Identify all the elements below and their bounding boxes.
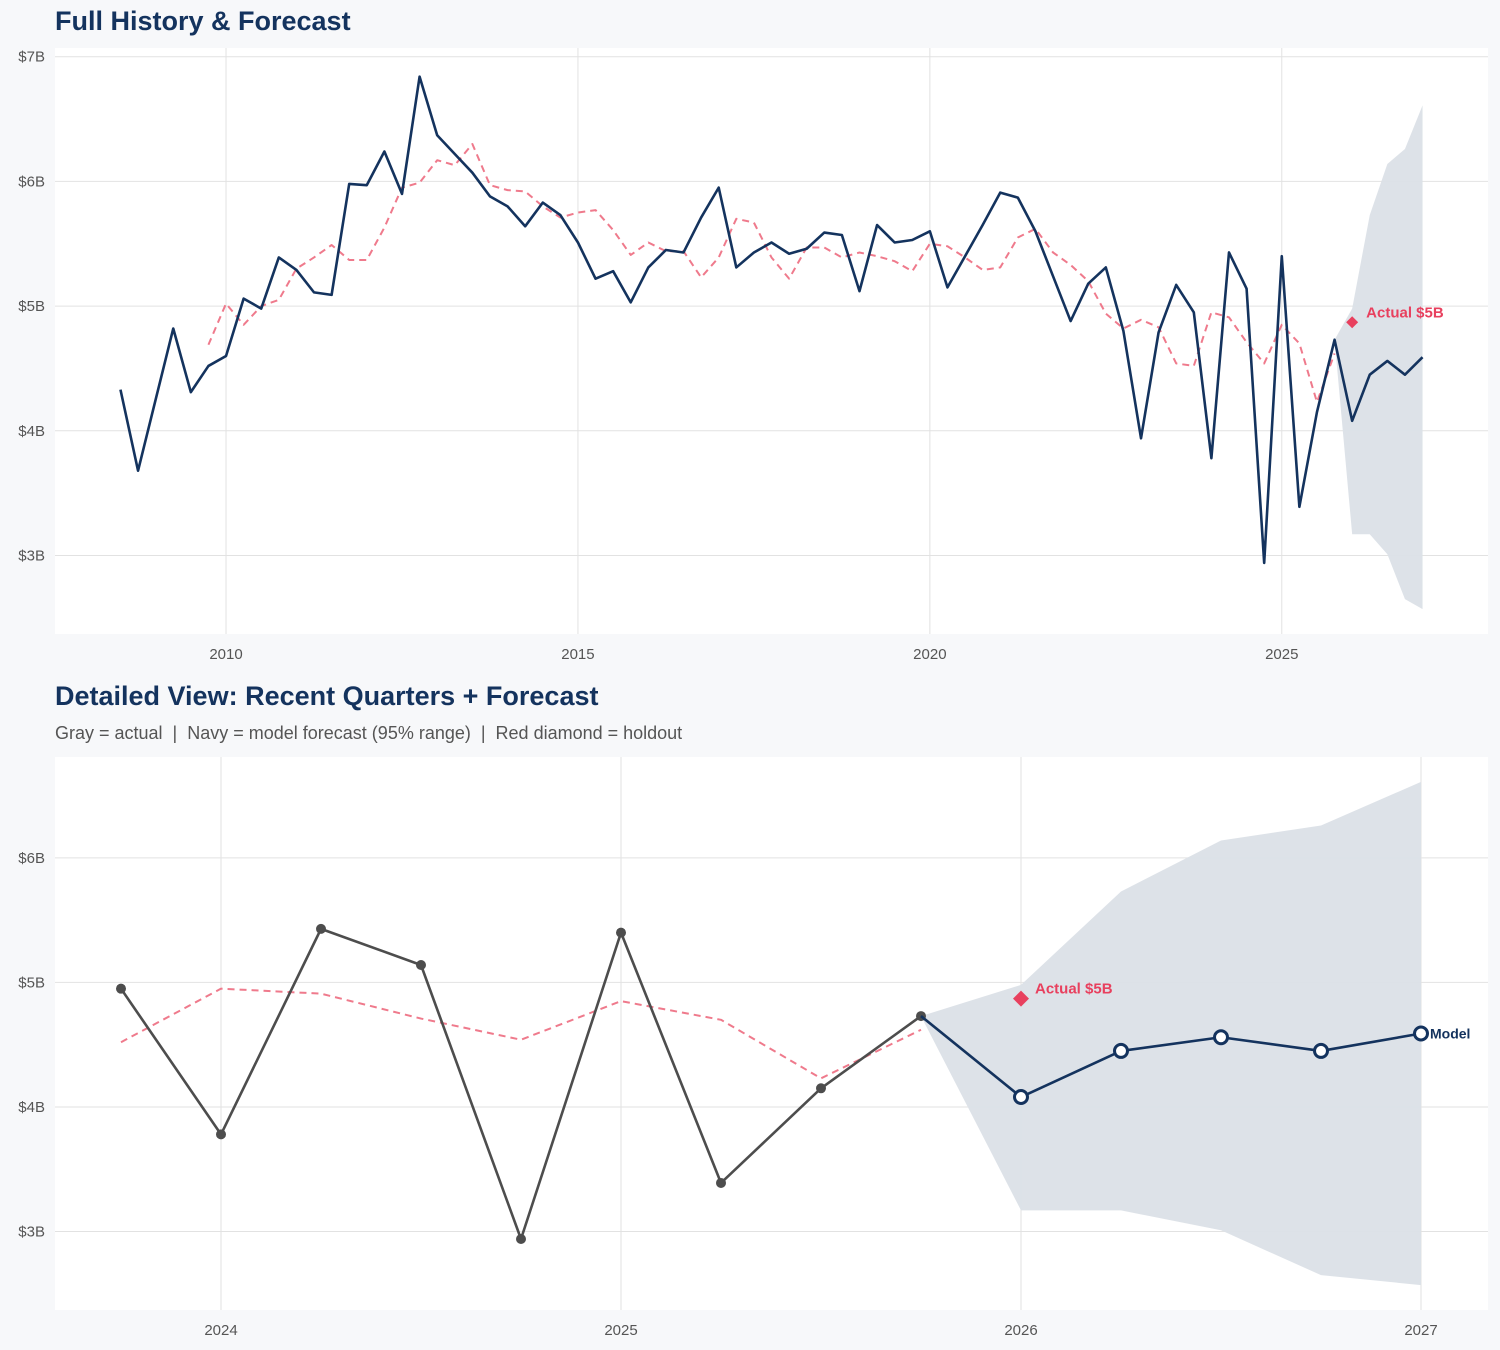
actual-point	[716, 1177, 726, 1188]
bottom-chart-subtitle: Gray = actual | Navy = model forecast (9…	[55, 723, 683, 743]
actual-point	[516, 1234, 526, 1245]
holdout-diamond	[1346, 316, 1359, 329]
x-tick-label: 2010	[209, 646, 242, 663]
actual-point	[316, 923, 326, 934]
actual-point	[816, 1083, 826, 1094]
dashed-series-line	[207, 143, 1336, 404]
series-label-model: Model	[1430, 1026, 1470, 1042]
holdout-label: Actual $5B	[1366, 304, 1444, 321]
forecast-point	[1013, 1089, 1029, 1106]
bottom-chart: $3B $4B $5B $6B 2024 2025 2026 2027 Model Actual …	[18, 757, 1488, 1339]
series-line	[920, 1015, 1422, 1099]
actual-point	[116, 983, 126, 994]
y-tick-label: $3B	[18, 547, 45, 564]
actual-point	[216, 1129, 226, 1140]
x-tick-label: 2025	[604, 1322, 637, 1339]
actual-point	[416, 959, 426, 970]
x-tick-label: 2015	[561, 646, 594, 663]
y-tick-label: $6B	[18, 850, 45, 867]
x-tick-label: 2026	[1004, 1322, 1037, 1339]
actual-point	[616, 927, 626, 938]
forecast-point	[1413, 1025, 1429, 1042]
bottom-chart-title: Detailed View: Recent Quarters + Forecas…	[55, 681, 599, 711]
holdout-diamond	[1013, 990, 1029, 1007]
y-tick-label: $5B	[18, 298, 45, 315]
top-chart: $3B $4B $5B $6B $7B 2010 2015 2020 2025 Actual $5…	[18, 48, 1488, 663]
top-chart-title: Full History & Forecast	[55, 6, 351, 36]
y-tick-label: $4B	[18, 1099, 45, 1116]
y-tick-label: $3B	[18, 1224, 45, 1241]
y-tick-label: $5B	[18, 974, 45, 991]
plot-area	[55, 48, 1488, 634]
x-tick-label: 2027	[1404, 1322, 1437, 1339]
forecast-95-range-band	[921, 781, 1421, 1286]
forecast-point	[1313, 1042, 1329, 1059]
y-tick-label: $4B	[18, 423, 45, 440]
dashed-series-line	[120, 987, 922, 1080]
forecast-point	[1213, 1029, 1229, 1046]
x-tick-label: 2024	[204, 1322, 237, 1339]
series-line	[119, 75, 1424, 565]
forecast-95-range-band	[1334, 105, 1423, 610]
y-tick-label: $7B	[18, 49, 45, 66]
y-tick-label: $6B	[18, 173, 45, 190]
holdout-label: Actual $5B	[1035, 981, 1113, 998]
x-tick-label: 2020	[913, 646, 946, 663]
forecast-point	[1113, 1042, 1129, 1059]
x-tick-label: 2025	[1265, 646, 1298, 663]
